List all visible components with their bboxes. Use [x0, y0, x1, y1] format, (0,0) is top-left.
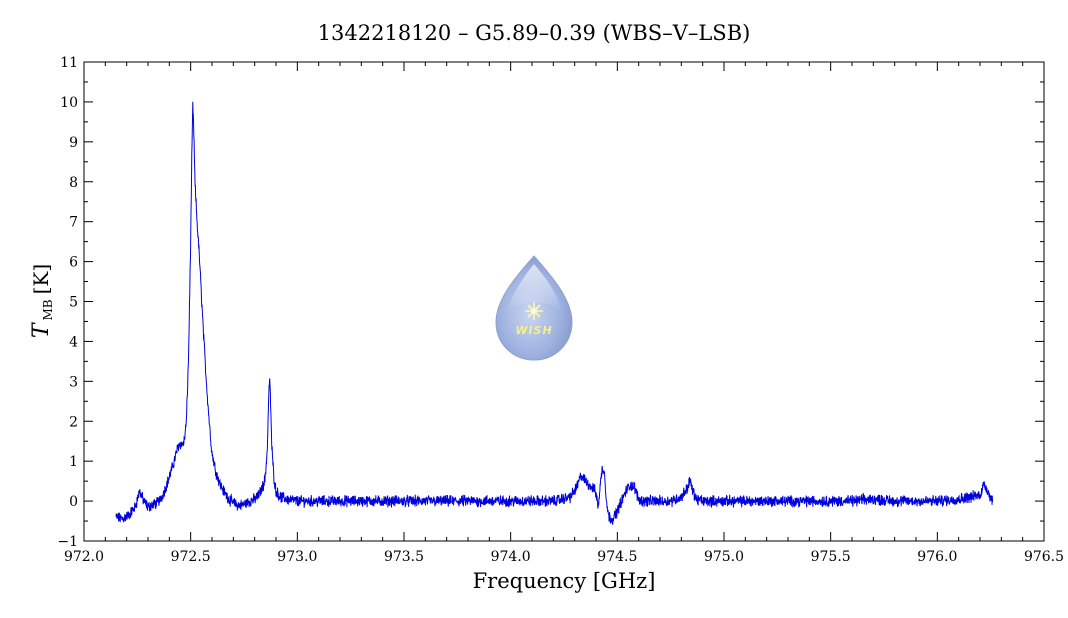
x-tick-label: 973.0 — [277, 549, 317, 565]
y-axis-symbol: T — [29, 321, 54, 338]
x-tick-label: 975.0 — [704, 549, 744, 565]
y-axis-unit: [K] — [29, 264, 53, 295]
x-tick-label: 974.0 — [491, 549, 531, 565]
svg-text:TMB[K]: TMB [K] — [29, 264, 55, 338]
chart-title: 1342218120 – G5.89–0.39 (WBS–V–LSB) — [318, 21, 751, 45]
x-tick-label: 972.0 — [64, 549, 104, 565]
x-tick-label: 975.5 — [811, 549, 851, 565]
logo-text: WISH — [515, 324, 552, 337]
y-tick-label: 2 — [69, 414, 78, 430]
y-tick-label: 5 — [69, 295, 78, 311]
y-tick-label: 0 — [69, 494, 78, 510]
y-tick-label: 11 — [60, 55, 78, 71]
y-tick-label: 1 — [69, 454, 78, 470]
y-tick-label: 9 — [69, 135, 78, 151]
drop-shine — [508, 264, 561, 312]
x-axis-label: Frequency [GHz] — [473, 569, 656, 593]
y-tick-label: 10 — [60, 95, 78, 111]
wish-logo: WISH — [495, 255, 573, 361]
x-tick-label: 976.5 — [1024, 549, 1064, 565]
x-tick-label: 976.0 — [917, 549, 957, 565]
y-tick-label: 6 — [69, 255, 78, 271]
y-tick-label: 4 — [69, 334, 78, 350]
y-axis-label: TMB [K] — [29, 264, 55, 338]
spectrum-line — [115, 101, 994, 525]
x-tick-label: 974.5 — [597, 549, 637, 565]
y-tick-label: 3 — [69, 374, 78, 390]
x-tick-label: 972.5 — [171, 549, 211, 565]
y-axis-subscript: MB — [41, 299, 55, 320]
x-tick-label: 973.5 — [384, 549, 424, 565]
y-tick-label: 8 — [69, 175, 78, 191]
y-tick-label: 7 — [69, 215, 78, 231]
y-tick-label: −1 — [57, 534, 78, 550]
star-core — [531, 308, 537, 314]
